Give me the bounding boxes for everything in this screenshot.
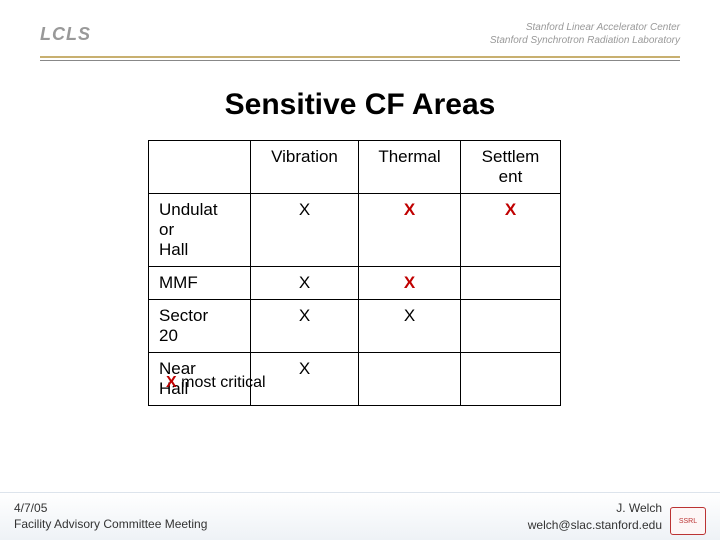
table-row: UndulatorHall X X X [149, 194, 561, 267]
row-label: MMF [149, 267, 251, 300]
legend-symbol: X [166, 374, 177, 391]
cell [461, 300, 561, 353]
footer-author: J. Welch [528, 500, 662, 517]
lab-line1: Stanford Linear Accelerator Center [490, 21, 680, 34]
thin-rule [40, 60, 680, 61]
table-header-row: Vibration Thermal Settlement [149, 141, 561, 194]
cell: X [359, 267, 461, 300]
cell: X [251, 194, 359, 267]
col-header-settlement: Settlement [461, 141, 561, 194]
lab-line2: Stanford Synchrotron Radiation Laborator… [490, 34, 680, 47]
cell: X [251, 267, 359, 300]
lab-names: Stanford Linear Accelerator Center Stanf… [490, 21, 680, 47]
col-header-blank [149, 141, 251, 194]
cell: X [359, 300, 461, 353]
cf-areas-table: Vibration Thermal Settlement UndulatorHa… [148, 140, 561, 406]
logo-left: LCLS [40, 24, 91, 45]
header: LCLS Stanford Linear Accelerator Center … [0, 10, 720, 58]
table-row: Sector20 X X [149, 300, 561, 353]
slide: LCLS Stanford Linear Accelerator Center … [0, 0, 720, 540]
ssrl-logo-icon: SSRL [670, 507, 706, 535]
legend-text: most critical [177, 374, 266, 391]
col-header-vibration: Vibration [251, 141, 359, 194]
table-row: MMF X X [149, 267, 561, 300]
footer-left: 4/7/05 Facility Advisory Committee Meeti… [14, 501, 207, 532]
row-label: Sector20 [149, 300, 251, 353]
accent-rule [40, 56, 680, 58]
cell [359, 353, 461, 406]
cell: X [359, 194, 461, 267]
legend: X most critical [166, 374, 266, 392]
cell [461, 267, 561, 300]
footer: 4/7/05 Facility Advisory Committee Meeti… [0, 492, 720, 540]
page-title: Sensitive CF Areas [0, 88, 720, 122]
cell: X [251, 300, 359, 353]
col-header-thermal: Thermal [359, 141, 461, 194]
footer-email: welch@slac.stanford.edu [528, 517, 662, 534]
footer-right: J. Welch welch@slac.stanford.edu SSRL [528, 500, 706, 534]
cell: X [461, 194, 561, 267]
row-label: UndulatorHall [149, 194, 251, 267]
footer-date: 4/7/05 [14, 501, 207, 517]
cell [461, 353, 561, 406]
footer-meeting: Facility Advisory Committee Meeting [14, 517, 207, 533]
cell: X [251, 353, 359, 406]
